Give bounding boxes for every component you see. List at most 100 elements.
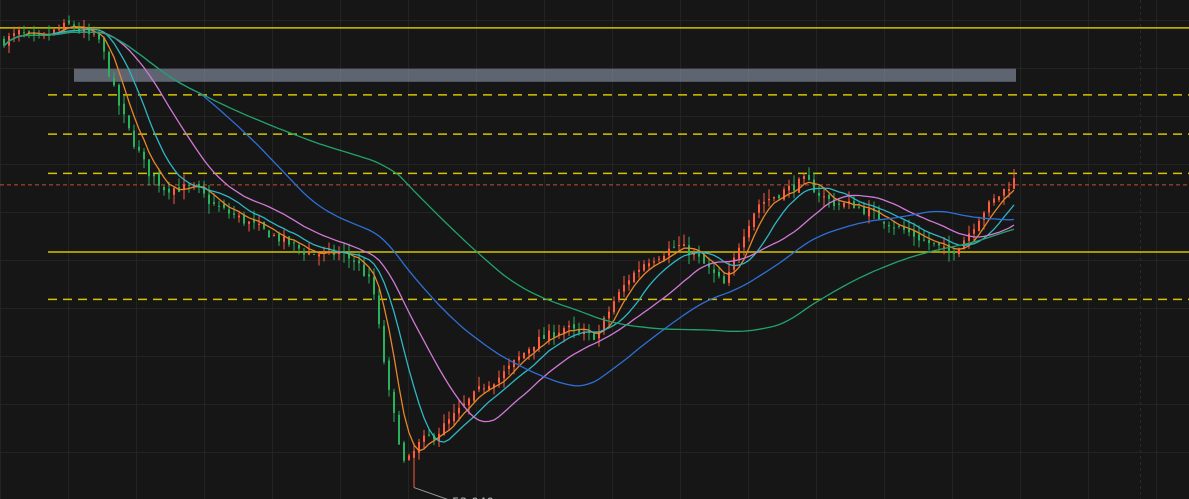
- candle-body-up: [523, 352, 525, 359]
- candle-body-up: [603, 317, 605, 330]
- candle-body-down: [353, 260, 355, 262]
- candle-body-down: [938, 243, 940, 246]
- candle-body-down: [688, 245, 690, 256]
- candle-body-up: [638, 269, 640, 272]
- candle-body-up: [788, 185, 790, 191]
- candle-body-down: [898, 225, 900, 227]
- candle-body-up: [418, 442, 420, 453]
- candle-body-down: [28, 31, 30, 34]
- candle-body-down: [33, 32, 35, 36]
- candle-body-down: [313, 253, 315, 255]
- candle-body-up: [318, 254, 320, 257]
- candle-body-up: [768, 199, 770, 201]
- candle-body-down: [133, 130, 135, 147]
- candle-body-up: [473, 391, 475, 401]
- candle-body-up: [18, 30, 20, 35]
- candle-body-down: [213, 202, 215, 205]
- candle-body-down: [348, 253, 350, 259]
- candle-body-down: [373, 276, 375, 295]
- candle-body-down: [98, 34, 100, 40]
- candle-body-up: [538, 336, 540, 350]
- candle-body-down: [88, 28, 90, 34]
- candle-body-up: [448, 419, 450, 424]
- candle-body-down: [883, 221, 885, 224]
- candle-body-down: [198, 184, 200, 188]
- candle-body-down: [858, 206, 860, 208]
- candle-body-down: [933, 242, 935, 244]
- candle-body-up: [568, 325, 570, 328]
- candle-body-down: [243, 214, 245, 224]
- candle-body-up: [323, 250, 325, 254]
- candle-body-up: [973, 229, 975, 234]
- candle-body-up: [308, 253, 310, 255]
- candle-body-up: [183, 184, 185, 190]
- candle-body-up: [173, 188, 175, 195]
- candle-body-up: [658, 258, 660, 260]
- candle-body-down: [363, 264, 365, 276]
- candle-body-down: [718, 271, 720, 277]
- moving-average-line: [3, 31, 1015, 332]
- candle-body-down: [698, 253, 700, 257]
- candle-body-down: [118, 84, 120, 106]
- candle-body-up: [248, 221, 250, 224]
- candle-body-up: [528, 349, 530, 354]
- candle-body-down: [288, 236, 290, 245]
- candle-body-down: [573, 324, 575, 329]
- candle-body-down: [158, 173, 160, 186]
- candle-body-down: [913, 229, 915, 237]
- candle-body-up: [613, 301, 615, 313]
- candle-body-down: [293, 242, 295, 244]
- candle-body-down: [903, 226, 905, 230]
- candle-body-up: [993, 198, 995, 203]
- candle-body-down: [303, 250, 305, 255]
- candle-body-down: [68, 20, 70, 24]
- candle-body-up: [978, 220, 980, 232]
- candle-body-up: [63, 22, 65, 31]
- candle-body-down: [398, 414, 400, 445]
- candle-body-down: [188, 184, 190, 186]
- candle-body-up: [733, 257, 735, 270]
- candle-body-up: [478, 386, 480, 390]
- candle-body-up: [998, 196, 1000, 200]
- candle-body-down: [233, 213, 235, 215]
- candle-body-down: [808, 175, 810, 181]
- candle-body-up: [483, 388, 485, 390]
- candle-body-down: [428, 434, 430, 436]
- candle-body-down: [928, 240, 930, 244]
- min-marker-line: [413, 487, 448, 499]
- candle-body-up: [773, 197, 775, 199]
- candle-body-down: [888, 225, 890, 227]
- candle-body-down: [23, 32, 25, 34]
- candle-body-down: [163, 187, 165, 191]
- candle-body-up: [753, 213, 755, 227]
- candle-body-up: [643, 264, 645, 271]
- candle-body-up: [633, 272, 635, 282]
- candle-body-up: [763, 201, 765, 204]
- candle-body-down: [923, 239, 925, 241]
- candle-body-down: [593, 333, 595, 340]
- candle-body-up: [823, 196, 825, 198]
- candle-body-down: [553, 332, 555, 338]
- candle-body-up: [728, 271, 730, 283]
- candle-body-down: [828, 195, 830, 199]
- moving-average-line: [3, 25, 1015, 452]
- candle-body-down: [918, 234, 920, 241]
- candle-body-up: [563, 328, 565, 334]
- candle-body-up: [53, 29, 55, 34]
- candle-body-down: [833, 199, 835, 206]
- candle-body-down: [228, 209, 230, 214]
- candle-body-up: [783, 189, 785, 200]
- candle-body-down: [143, 151, 145, 160]
- candle-body-down: [543, 334, 545, 339]
- candle-body-down: [3, 38, 5, 46]
- candle-body-up: [668, 248, 670, 256]
- candle-body-up: [533, 346, 535, 352]
- candle-body-down: [128, 115, 130, 129]
- candle-body-up: [338, 252, 340, 254]
- candle-body-down: [358, 260, 360, 264]
- candle-body-down: [278, 234, 280, 242]
- candle-body-up: [458, 407, 460, 414]
- candle-body-up: [488, 385, 490, 390]
